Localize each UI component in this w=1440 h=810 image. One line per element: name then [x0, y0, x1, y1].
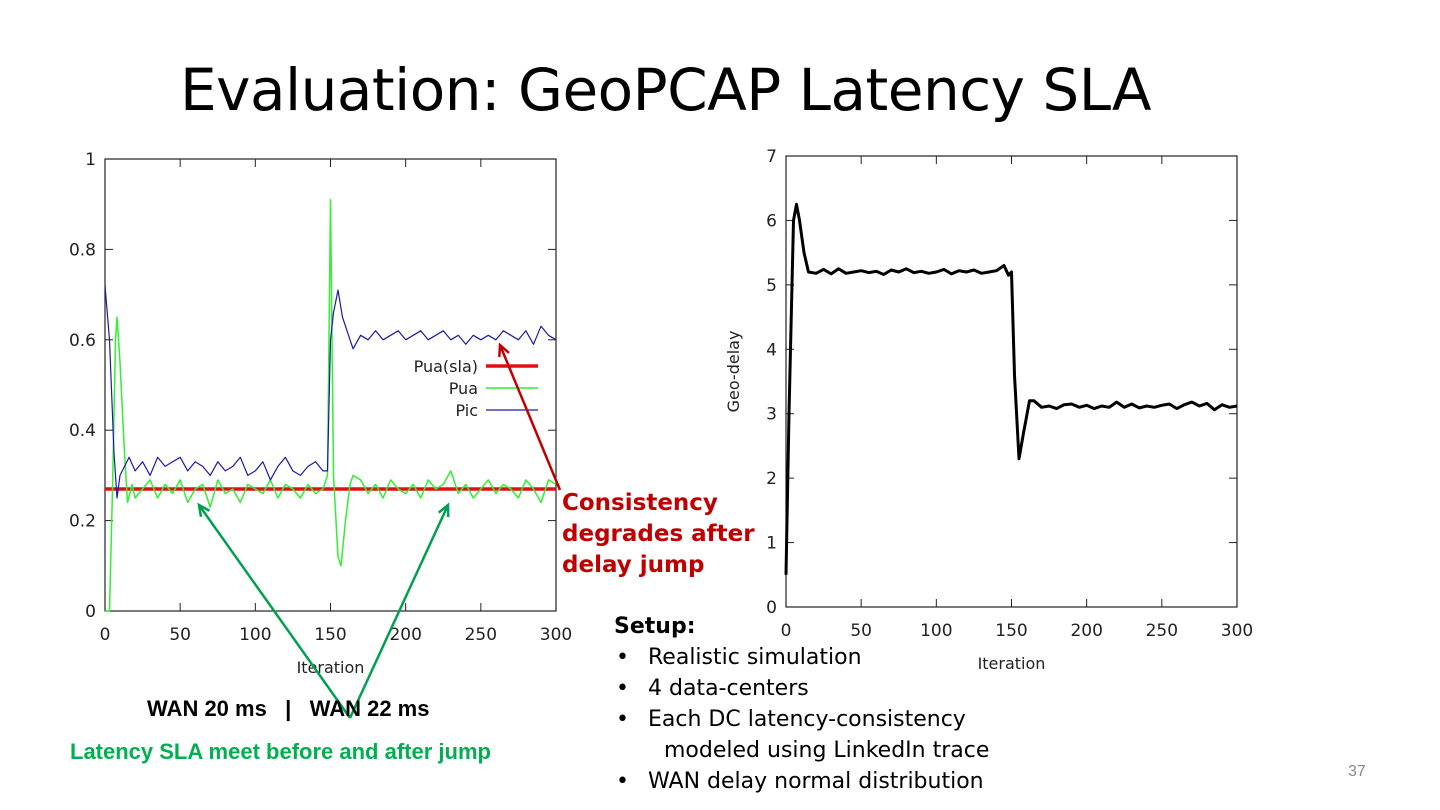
left-xtick-label: 300 — [540, 625, 572, 645]
right-ylabel: Geo-delay — [724, 331, 743, 413]
setup-item: Each DC latency-consistency — [614, 704, 989, 735]
consistency-annotation: Consistency degrades after delay jump — [562, 488, 758, 581]
left-ytick-label: 1 — [85, 150, 96, 170]
left-ytick-label: 0 — [85, 602, 96, 622]
left-xlabel: Iteration — [297, 658, 365, 677]
left-ytick-label: 0.8 — [69, 240, 96, 260]
arrow-to-pic-degradation-head — [498, 342, 510, 358]
page-number: 37 — [1348, 763, 1366, 780]
right-ytick-label: 7 — [766, 147, 777, 167]
right-xtick-label: 250 — [1146, 621, 1178, 641]
right-ytick-label: 2 — [766, 469, 777, 489]
legend-label: Pua(sla) — [414, 357, 478, 376]
right-ytick-label: 4 — [766, 340, 777, 360]
legend-label: Pic — [455, 401, 478, 420]
arrow-to-after-jump-head — [437, 502, 450, 518]
sla-annotation: Latency SLA meet before and after jump — [70, 739, 491, 764]
consistency-annotation-line2: delay jump — [562, 552, 705, 578]
right-xtick-label: 300 — [1221, 621, 1253, 641]
setup-heading: Setup: — [614, 614, 696, 639]
right-xlabel: Iteration — [978, 654, 1046, 673]
setup-section: Setup: Realistic simulation 4 data-cente… — [614, 612, 989, 797]
left-xtick-label: 0 — [100, 625, 111, 645]
right-ytick-label: 3 — [766, 405, 777, 425]
left-xtick-label: 200 — [389, 625, 421, 645]
setup-item: 4 data-centers — [614, 673, 989, 704]
arrow-to-after-jump — [348, 504, 450, 719]
setup-item: WAN delay normal distribution — [614, 766, 989, 797]
arrow-to-pic-degradation — [498, 344, 562, 491]
right-xtick-label: 200 — [1070, 621, 1102, 641]
setup-list: Realistic simulation 4 data-centers Each… — [614, 642, 989, 797]
right-ytick-label: 6 — [766, 211, 777, 231]
left-xtick-label: 150 — [314, 625, 346, 645]
right-ytick-label: 0 — [766, 598, 777, 618]
series-line-pua — [105, 198, 557, 612]
right-ytick-label: 1 — [766, 534, 777, 554]
arrow-to-before-jump — [197, 504, 352, 719]
consistency-annotation-line1: Consistency degrades after — [562, 490, 755, 547]
left-xtick-label: 250 — [465, 625, 497, 645]
right-xtick-label: 50 — [850, 621, 872, 641]
right-ytick-label: 5 — [766, 276, 777, 296]
arrow-to-before-jump-head — [197, 502, 211, 518]
series-line-geo-delay — [784, 202, 1238, 575]
series-line-pic — [104, 285, 557, 499]
right-xtick-label: 100 — [920, 621, 952, 641]
setup-item-continuation: modeled using LinkedIn trace — [664, 738, 990, 763]
slide-title: Evaluation: GeoPCAP Latency SLA — [180, 56, 1152, 124]
left-ytick-label: 0.4 — [69, 421, 96, 441]
setup-item: Realistic simulation — [614, 642, 989, 673]
left-ytick-label: 0.6 — [69, 331, 96, 351]
right-xtick-label: 0 — [781, 621, 792, 641]
left-xtick-label: 50 — [169, 625, 191, 645]
right-xtick-label: 150 — [995, 621, 1027, 641]
wan-label: WAN 20 ms | WAN 22 ms — [147, 696, 430, 721]
legend-label: Pua — [449, 379, 478, 398]
right-plot-frame — [785, 155, 1238, 608]
left-ytick-label: 0.2 — [69, 512, 96, 532]
left-xtick-label: 100 — [239, 625, 271, 645]
